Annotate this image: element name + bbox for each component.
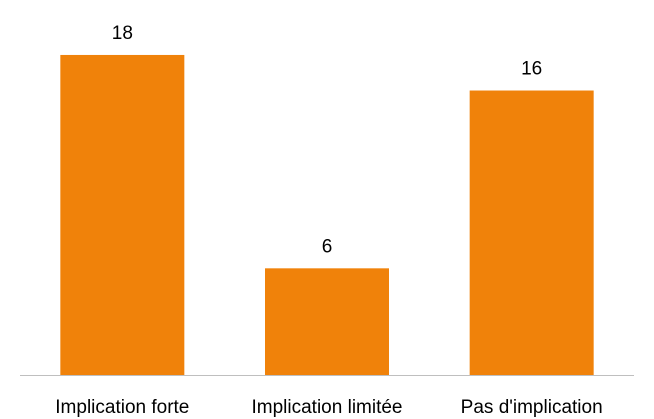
x-tick-label: Implication limitée bbox=[252, 397, 403, 418]
bar bbox=[469, 90, 594, 376]
bar bbox=[265, 268, 389, 375]
value-labels-group: 18 6 16 bbox=[112, 23, 542, 257]
bar-value-label: 16 bbox=[521, 59, 542, 80]
x-tick-label: Pas d'implication bbox=[461, 397, 603, 418]
x-tick-label: Implication forte bbox=[55, 397, 189, 418]
bar-value-label: 18 bbox=[112, 23, 133, 44]
bar-value-label: 6 bbox=[322, 236, 333, 257]
bar bbox=[60, 54, 185, 376]
bars-group bbox=[60, 54, 594, 376]
category-labels-group: Implication forte Implication limitée Pas … bbox=[55, 397, 602, 418]
